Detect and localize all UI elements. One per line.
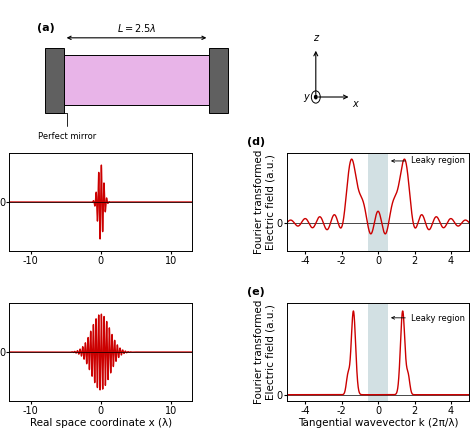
- Text: (d): (d): [246, 137, 265, 147]
- X-axis label: Tangential wavevector k (2π/λ): Tangential wavevector k (2π/λ): [298, 418, 458, 428]
- Bar: [368, 153, 388, 252]
- Y-axis label: Fourier transformed
Electric field (a.u.): Fourier transformed Electric field (a.u.…: [254, 150, 275, 254]
- Text: $L=2.5\lambda$: $L=2.5\lambda$: [117, 22, 156, 34]
- Bar: [368, 303, 388, 401]
- Bar: [209, 48, 228, 113]
- X-axis label: Real space coordinate x (λ): Real space coordinate x (λ): [30, 418, 172, 428]
- Circle shape: [315, 95, 317, 99]
- Bar: [46, 48, 64, 113]
- Y-axis label: Fourier transformed
Electric field (a.u.): Fourier transformed Electric field (a.u.…: [254, 300, 275, 404]
- Text: Leaky region: Leaky region: [392, 157, 465, 165]
- Text: y: y: [303, 92, 309, 102]
- Text: (e): (e): [246, 287, 264, 297]
- Text: x: x: [352, 99, 358, 109]
- Text: z: z: [313, 33, 319, 43]
- Bar: [64, 55, 209, 105]
- Text: Leaky region: Leaky region: [392, 314, 465, 322]
- Text: Perfect mirror: Perfect mirror: [38, 113, 96, 141]
- Text: (a): (a): [36, 23, 55, 33]
